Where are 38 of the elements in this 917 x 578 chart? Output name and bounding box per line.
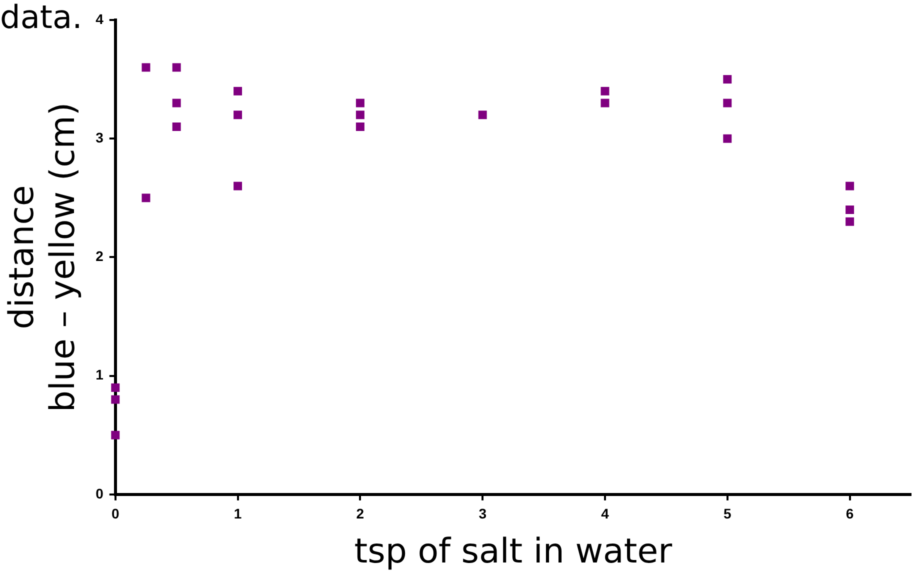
point xyxy=(356,98,364,108)
point xyxy=(600,98,610,108)
point xyxy=(846,206,854,214)
x-tick-label: 1 xyxy=(234,506,242,522)
point xyxy=(356,110,364,120)
point xyxy=(111,430,120,440)
point xyxy=(111,383,120,392)
x-tick-label: 5 xyxy=(724,506,732,522)
x-axis-title: tsp of salt in water xyxy=(354,531,672,572)
x-tick-label: 2 xyxy=(356,506,364,522)
point xyxy=(234,110,242,120)
y-tick-label: 2 xyxy=(96,248,104,264)
y-axis-title: distance blue – yellow (cm) xyxy=(2,102,84,412)
point xyxy=(723,98,732,108)
point xyxy=(142,194,150,202)
point xyxy=(172,98,181,108)
point xyxy=(723,134,732,143)
point xyxy=(478,110,487,120)
point xyxy=(846,182,854,190)
point xyxy=(234,86,242,96)
text: data. xyxy=(0,0,82,36)
point xyxy=(356,122,364,131)
x-tick-label: 6 xyxy=(846,506,854,522)
point xyxy=(600,86,610,96)
x-tick-label: 3 xyxy=(478,506,487,522)
point xyxy=(234,182,242,190)
point xyxy=(172,63,181,72)
point xyxy=(846,217,854,226)
x-tick-label: 0 xyxy=(111,506,120,522)
point xyxy=(142,63,150,72)
y-tick-label: 0 xyxy=(96,485,104,502)
point xyxy=(172,122,181,131)
x-tick-label: 4 xyxy=(601,506,610,522)
point xyxy=(111,395,120,404)
y-tick-label: 3 xyxy=(96,129,104,146)
y-tick-label: 4 xyxy=(96,10,104,27)
point xyxy=(723,75,732,84)
y-tick-label: 1 xyxy=(96,366,104,383)
